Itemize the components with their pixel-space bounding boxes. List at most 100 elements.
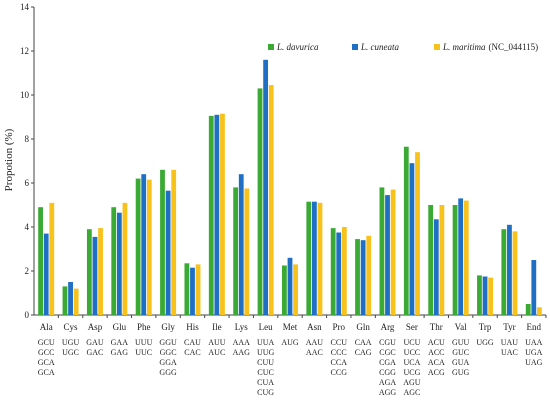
bar xyxy=(512,231,518,315)
y-tick-label: 14 xyxy=(20,2,30,12)
codon-label: GUC xyxy=(452,348,469,357)
category-label: Arg xyxy=(381,322,395,332)
codon-label: AGU xyxy=(403,378,421,387)
category-label: Ala xyxy=(40,322,53,332)
y-axis-label: Propotion (%) xyxy=(3,128,15,191)
bar xyxy=(62,286,68,315)
y-tick-label: 10 xyxy=(20,90,30,100)
bar xyxy=(458,198,464,315)
bar xyxy=(141,174,147,315)
codon-label: AGG xyxy=(379,388,397,397)
bar xyxy=(379,187,385,315)
bar xyxy=(531,260,537,315)
codon-label: UCG xyxy=(403,368,420,377)
codon-label: CAA xyxy=(355,338,372,347)
bar xyxy=(68,282,73,315)
bar xyxy=(208,115,214,316)
bar xyxy=(341,227,347,315)
category-label: Glu xyxy=(113,322,127,332)
y-tick-label: 2 xyxy=(25,266,30,276)
codon-label: CAC xyxy=(184,348,200,357)
bar xyxy=(306,201,312,315)
legend-swatch xyxy=(434,44,440,50)
codon-label: CAU xyxy=(184,338,201,347)
codon-label: UGA xyxy=(525,348,543,357)
category-label: End xyxy=(527,322,542,332)
codon-label: UGG xyxy=(476,338,494,347)
bar xyxy=(73,288,79,315)
y-tick-label: 8 xyxy=(25,134,30,144)
codon-label: GGC xyxy=(160,348,177,357)
category-label: Gln xyxy=(356,322,370,332)
legend: L. davurica L. cuneata L. maritima (NC_0441… xyxy=(268,42,538,52)
codon-label: GAU xyxy=(86,338,104,347)
bar xyxy=(507,224,512,315)
bar xyxy=(403,146,409,315)
codon-label: CCU xyxy=(331,338,348,347)
bar xyxy=(360,240,366,315)
codon-label: GCC xyxy=(38,348,54,357)
codon-label: CCC xyxy=(331,348,347,357)
bar xyxy=(268,85,274,315)
codon-label: UCU xyxy=(403,338,420,347)
bars xyxy=(38,59,542,316)
codon-label: CUU xyxy=(257,358,274,367)
codon-label: GCU xyxy=(38,338,55,347)
codon-label: AUG xyxy=(281,338,299,347)
codon-label: GAA xyxy=(111,338,129,347)
bar xyxy=(501,229,507,315)
bar xyxy=(233,187,239,315)
codon-label: AAA xyxy=(233,338,251,347)
codon-label: CUC xyxy=(257,368,273,377)
bar xyxy=(184,263,190,315)
codon-label: GAG xyxy=(111,348,129,357)
bar xyxy=(415,152,420,315)
legend-swatch xyxy=(352,44,358,50)
codon-label: CAG xyxy=(355,348,372,357)
bar xyxy=(482,276,488,315)
bar xyxy=(257,88,263,316)
category-label: Gly xyxy=(161,322,175,332)
bar xyxy=(336,232,342,315)
codon-label: ACU xyxy=(428,338,445,347)
category-labels: AlaGCUGCCGCAGCACysUGUUGCAspGAUGACGluGAAG… xyxy=(38,322,543,397)
bar xyxy=(366,235,372,315)
codon-label: ACG xyxy=(428,368,445,377)
category-label: Tyr xyxy=(503,322,515,332)
bar xyxy=(86,229,92,315)
bar xyxy=(311,201,317,315)
category-label: Phe xyxy=(137,322,151,332)
codon-label: ACA xyxy=(428,358,445,367)
category-label: Ile xyxy=(212,322,222,332)
bar xyxy=(428,205,434,315)
category-label: Asn xyxy=(307,322,322,332)
codon-label: GUG xyxy=(452,368,470,377)
category-label: Leu xyxy=(259,322,273,332)
codon-label: UUA xyxy=(257,338,275,347)
codon-label: GCA xyxy=(38,358,55,367)
bar xyxy=(195,264,201,315)
bar xyxy=(111,207,117,315)
codon-label: UAG xyxy=(525,358,543,367)
bar xyxy=(49,202,55,315)
bar xyxy=(38,207,43,315)
bar xyxy=(122,202,128,315)
codon-label: GCA xyxy=(38,368,55,377)
bar xyxy=(190,267,195,315)
category-label: Lys xyxy=(235,322,249,332)
bar xyxy=(477,275,482,315)
bar xyxy=(409,163,415,315)
codon-label: UAC xyxy=(501,348,518,357)
category-label: Met xyxy=(283,322,298,332)
category-label: His xyxy=(186,322,199,332)
bar xyxy=(263,59,269,315)
bar xyxy=(214,114,220,315)
codon-label: UAU xyxy=(501,338,519,347)
bar xyxy=(238,174,244,315)
legend-label: L. cuneata xyxy=(360,42,399,52)
y-tick-label: 4 xyxy=(25,222,30,232)
bar xyxy=(525,304,531,315)
bar xyxy=(244,188,250,315)
bar xyxy=(293,264,298,315)
